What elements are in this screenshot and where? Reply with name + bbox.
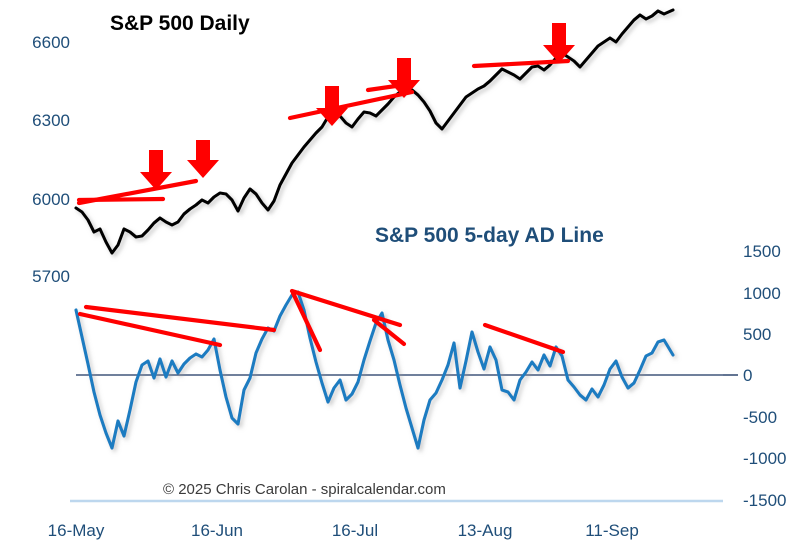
page-title: S&P 500 Daily bbox=[110, 12, 250, 35]
down-arrow-4-icon bbox=[388, 58, 420, 98]
down-arrow-5-icon bbox=[543, 23, 575, 63]
y-axis-right-tick-500: 500 bbox=[743, 325, 772, 344]
down-arrow-3-icon bbox=[316, 86, 348, 126]
x-axis-tick-16-may: 16-May bbox=[47, 521, 105, 540]
breadth-line-group bbox=[74, 290, 675, 450]
breadth-trendline-2 bbox=[77, 311, 223, 348]
y-axis-left-tick-5700: 5700 bbox=[32, 267, 70, 286]
price-trendlines bbox=[76, 58, 571, 206]
y-axis-left-tick-6300: 6300 bbox=[32, 111, 70, 130]
y-axis-right-tick-0: 0 bbox=[743, 366, 753, 385]
y-axis-right-tick-1000: 1000 bbox=[743, 284, 781, 303]
y-axis-left-tick-6600: 6600 bbox=[32, 33, 70, 52]
x-axis-tick-16-jun: 16-Jun bbox=[191, 521, 243, 540]
breadth-panel-title: S&P 500 5-day AD Line bbox=[375, 224, 604, 247]
price-line-group bbox=[74, 8, 675, 255]
x-axis-tick-16-jul: 16-Jul bbox=[331, 521, 379, 540]
y-axis-right-tick-neg500: -500 bbox=[743, 408, 778, 427]
y-axis-right-tick-1500: 1500 bbox=[743, 242, 781, 261]
price-down-arrows bbox=[140, 23, 575, 190]
copyright-notice: © 2025 Chris Carolan - spiralcalendar.co… bbox=[163, 481, 446, 498]
price-line bbox=[74, 8, 675, 255]
breadth-trendline-1 bbox=[83, 304, 277, 333]
breadth-trendline-6 bbox=[482, 322, 566, 355]
breadth-trendlines bbox=[77, 288, 566, 355]
down-arrow-1-icon bbox=[140, 150, 172, 190]
breadth-trendline-4 bbox=[290, 290, 323, 353]
price-trendline-2 bbox=[76, 196, 166, 203]
breadth-trendline-5 bbox=[371, 317, 407, 347]
x-axis-tick-13-aug: 13-Aug bbox=[457, 521, 513, 540]
y-axis-right-tick-neg1000: -1000 bbox=[743, 449, 787, 468]
y-axis-right-tick-neg1500: -1500 bbox=[743, 491, 787, 510]
price-trendline-5 bbox=[471, 58, 571, 69]
price-trendline-3 bbox=[287, 89, 415, 121]
breadth-trendline-3 bbox=[289, 288, 403, 328]
breadth-line bbox=[74, 290, 675, 450]
x-axis-tick-11-sep: 11-Sep bbox=[585, 521, 639, 540]
down-arrow-2-icon bbox=[187, 140, 219, 178]
y-axis-left-tick-6000: 6000 bbox=[32, 190, 70, 209]
